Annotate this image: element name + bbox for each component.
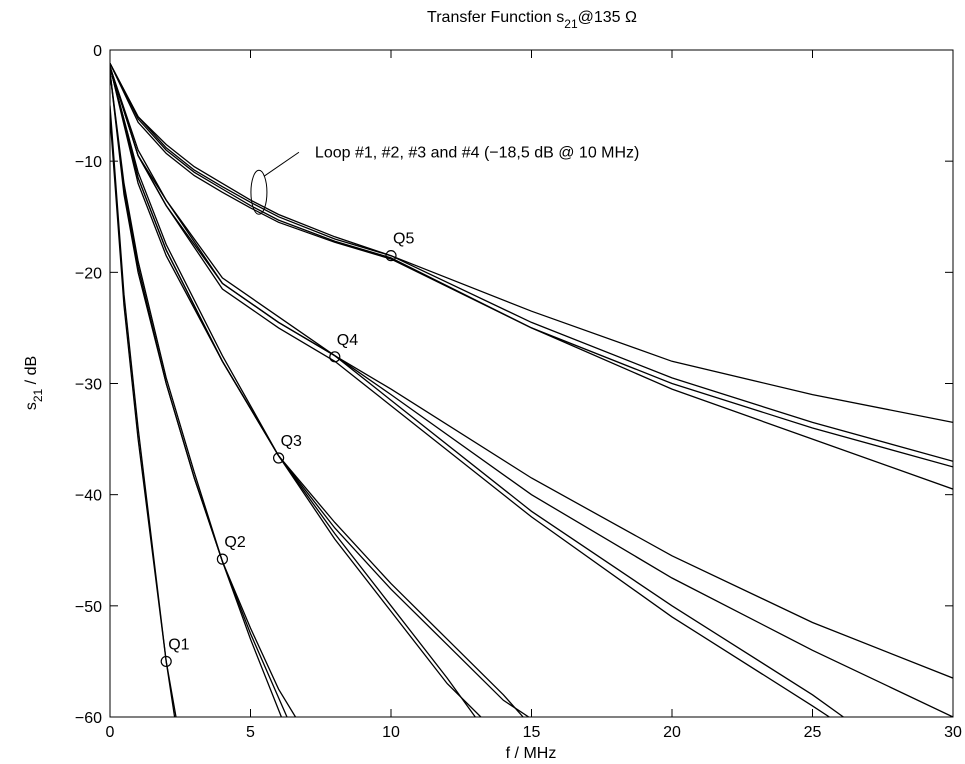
y-axis-label: s21 / dB [23,356,45,410]
series-line-16 [110,63,953,468]
marker-label-q1: Q1 [168,636,189,653]
x-axis-label: f / MHz [506,745,557,762]
series-line-5 [110,72,283,717]
marker-q2 [216,553,228,565]
chart-title: Transfer Function s21@135 Ω [427,9,637,31]
y-tick-label: −10 [75,154,102,171]
y-tick-label: −30 [75,377,102,394]
series-line-2 [110,116,177,717]
annotation-leader-line [263,151,300,177]
loop-annotation: Loop #1, #2, #3 and #4 (−18,5 dB @ 10 MH… [250,144,639,215]
y-tick-label: −20 [75,265,102,282]
series-line-4 [110,72,288,717]
series-layer [110,62,953,717]
x-tick-label: 0 [106,724,115,741]
y-tick-label: −40 [75,488,102,505]
annotation-ellipse [250,169,268,215]
x-tick-label: 10 [382,724,400,741]
x-tick-label: 15 [523,724,541,741]
series-line-17 [110,63,953,490]
series-line-11 [110,66,830,717]
marker-q1 [160,655,172,668]
marker-q4 [329,351,341,363]
y-tick-label: −50 [75,599,102,616]
marker-label-q4: Q4 [337,332,358,349]
marker-layer: Q1 Q2 Q3 Q4 Q5 [160,231,414,668]
series-line-9 [110,66,530,717]
series-line-14 [110,62,953,424]
marker-label-q5: Q5 [393,231,414,248]
x-tick-label: 30 [944,724,962,741]
x-tick-label: 25 [804,724,822,741]
marker-label-q2: Q2 [224,534,245,551]
x-tick-label: 20 [663,724,681,741]
marker-q5 [385,250,397,262]
marker-label-q3: Q3 [281,433,302,450]
x-tick-label: 5 [246,724,255,741]
annotation-text: Loop #1, #2, #3 and #4 (−18,5 dB @ 10 MH… [315,144,639,161]
series-line-13 [110,66,953,717]
series-line-10 [110,66,844,717]
series-line-6 [110,66,476,717]
y-tick-label: 0 [93,43,102,60]
y-tick-label: −60 [75,710,102,727]
series-line-7 [110,66,482,717]
y-axis-ticks: 0 −10 −20 −30 −40 −50 −60 [75,43,953,727]
series-line-8 [110,66,524,717]
series-line-15 [110,62,953,462]
x-axis-ticks: 0 5 10 15 20 25 30 [106,50,962,741]
marker-q3 [273,452,285,464]
